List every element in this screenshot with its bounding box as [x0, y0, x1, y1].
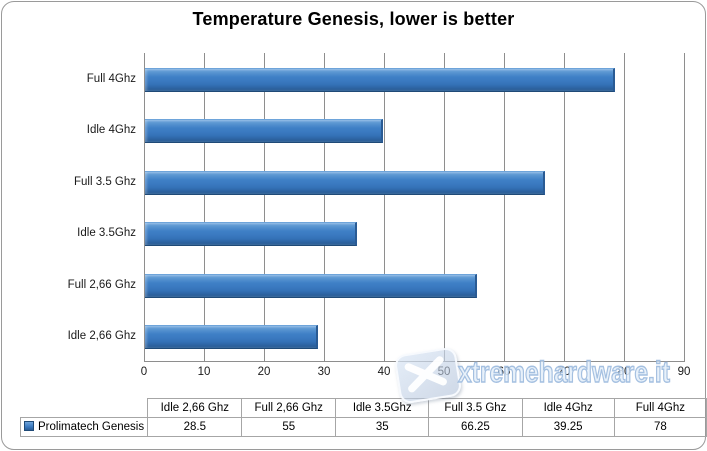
- table-corner-cell: [21, 399, 148, 418]
- category-label: Full 2,66 Ghz: [67, 278, 136, 291]
- table-header-cell: Full 4Ghz: [613, 398, 707, 418]
- category-label: Idle 4Ghz: [86, 124, 136, 137]
- gridline: [684, 53, 685, 362]
- gridline: [324, 53, 325, 362]
- x-tick-label: 80: [617, 366, 631, 378]
- x-tick-label: 40: [377, 366, 391, 378]
- category-label: Full 3.5 Ghz: [74, 175, 136, 188]
- data-table: Idle 2,66 Ghz Full 2,66 Ghz Idle 3.5Ghz Ful…: [19, 398, 707, 437]
- gridline: [624, 53, 625, 362]
- table-header-cell: Idle 3.5Ghz: [335, 398, 430, 418]
- table-value-cell: 55: [241, 417, 337, 437]
- bar-idle-2-66-ghz: [145, 325, 318, 349]
- x-tick-label: 50: [437, 366, 451, 378]
- category-label: Full 4Ghz: [86, 72, 136, 85]
- bar-idle-4ghz: [145, 119, 383, 143]
- category-label: Idle 2,66 Ghz: [67, 330, 136, 343]
- gridline: [444, 53, 445, 362]
- bar-full-4ghz: [145, 68, 615, 92]
- table-header-cell: Idle 2,66 Ghz: [147, 398, 243, 418]
- gridline: [144, 53, 145, 362]
- plot-area: [144, 53, 685, 362]
- table-value-cell: 78: [613, 417, 707, 437]
- x-tick-label: 90: [677, 366, 691, 378]
- bar-idle-3.5ghz: [145, 222, 357, 246]
- legend-series-cell: Prolimatech Genesis: [19, 417, 149, 437]
- bar-full-2-66-ghz: [145, 274, 477, 298]
- table-value-cell: 66.25: [428, 417, 523, 437]
- chart-title: Temperature Genesis, lower is better: [192, 9, 515, 29]
- x-tick-label: 0: [140, 366, 148, 378]
- gridline: [264, 53, 265, 362]
- x-tick-label: 30: [317, 366, 331, 378]
- x-tick-label: 70: [557, 366, 571, 378]
- table-header-cell: Full 2,66 Ghz: [241, 398, 337, 418]
- x-tick-label: 60: [497, 366, 511, 378]
- gridline: [564, 53, 565, 362]
- x-tick-label: 20: [257, 366, 271, 378]
- table-header-cell: Idle 4Ghz: [521, 398, 615, 418]
- table-value-cell: 39.25: [521, 417, 615, 437]
- category-label: Idle 3.5Ghz: [77, 227, 136, 240]
- table-header-cell: Full 3.5 Ghz: [428, 398, 523, 418]
- gridline: [504, 53, 505, 362]
- gridline: [204, 53, 205, 362]
- x-tick-label: 10: [197, 366, 211, 378]
- table-value-cell: 28.5: [147, 417, 243, 437]
- gridline: [384, 53, 385, 362]
- table-value-cell: 35: [335, 417, 430, 437]
- bar-full-3.5-ghz: [145, 171, 545, 195]
- x-axis-line: [144, 361, 685, 362]
- legend-marker-icon: [24, 421, 34, 431]
